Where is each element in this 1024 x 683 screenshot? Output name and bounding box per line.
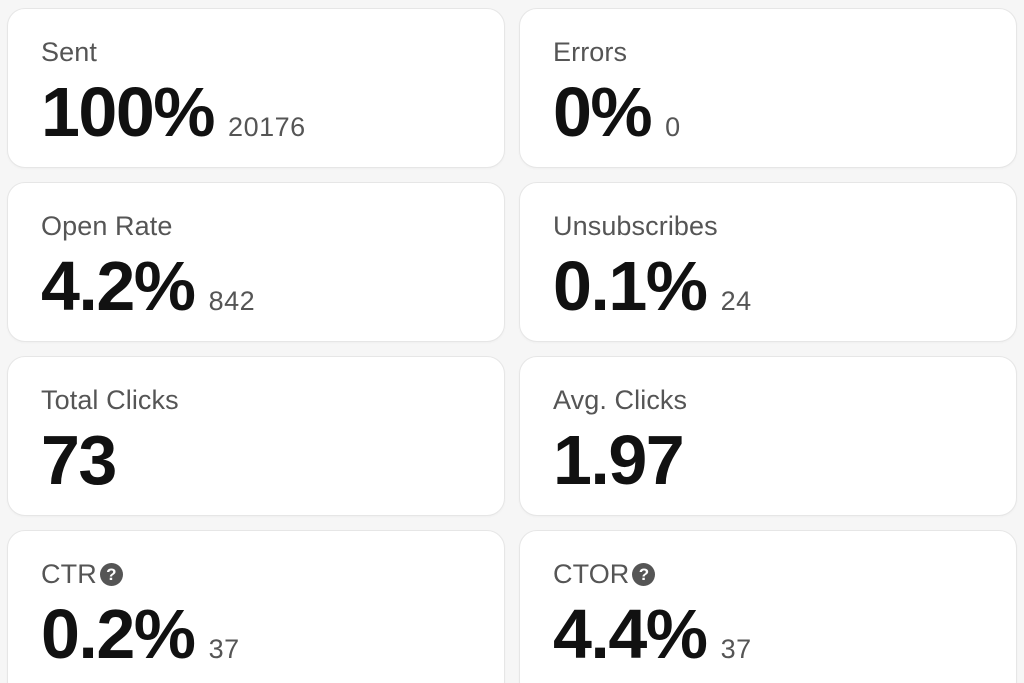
metric-value-row: 4.2% 842 — [41, 251, 255, 321]
metric-value-row: 4.4% 37 — [553, 599, 752, 669]
metric-value-row: 0.1% 24 — [553, 251, 752, 321]
metric-label: CTR — [41, 559, 97, 589]
metric-label-row: Open Rate — [41, 209, 172, 243]
metric-count: 842 — [208, 286, 256, 316]
metric-label-row: Unsubscribes — [553, 209, 718, 243]
metric-count: 37 — [208, 634, 240, 664]
metric-value: 0.2% — [41, 595, 196, 673]
help-question-icon[interactable]: ? — [99, 562, 123, 586]
metric-label: Unsubscribes — [553, 211, 718, 241]
metric-label-row: Sent — [41, 35, 97, 69]
metric-value-row: 1.97 — [553, 421, 685, 499]
metric-value: 1.97 — [553, 421, 685, 499]
metric-label: Avg. Clicks — [553, 385, 688, 415]
metric-label: Errors — [553, 37, 628, 67]
metric-count: 0 — [665, 112, 681, 142]
metric-label: CTOR — [553, 559, 630, 589]
metric-label-row: CTOR ? — [553, 557, 656, 591]
metric-value-row: 73 — [41, 421, 117, 499]
metric-value-row: 0% 0 — [553, 77, 681, 147]
metric-value: 100% — [41, 73, 216, 151]
metric-label: Sent — [41, 37, 97, 67]
metric-value-row: 100% 20176 — [41, 77, 306, 147]
metric-label: Open Rate — [41, 211, 173, 241]
metric-card-total-clicks: Total Clicks 73 — [7, 356, 505, 516]
metric-card-errors: Errors 0% 0 — [519, 8, 1017, 168]
metric-label-row: Total Clicks — [41, 383, 179, 417]
metric-value: 73 — [41, 421, 117, 499]
metric-count: 24 — [720, 286, 752, 316]
metric-label-row: CTR ? — [41, 557, 123, 591]
metric-value: 4.2% — [41, 247, 196, 325]
metric-value: 0.1% — [553, 247, 708, 325]
metric-value: 4.4% — [553, 595, 708, 673]
metric-count: 20176 — [228, 112, 306, 142]
metric-card-ctor: CTOR ? 4.4% 37 — [519, 530, 1017, 683]
metric-card-open-rate: Open Rate 4.2% 842 — [7, 182, 505, 342]
metric-card-avg-clicks: Avg. Clicks 1.97 — [519, 356, 1017, 516]
metric-label-row: Avg. Clicks — [553, 383, 687, 417]
metric-card-sent: Sent 100% 20176 — [7, 8, 505, 168]
metric-label: Total Clicks — [41, 385, 179, 415]
metric-value-row: 0.2% 37 — [41, 599, 240, 669]
help-question-icon[interactable]: ? — [632, 562, 656, 586]
metric-value: 0% — [553, 73, 653, 151]
metric-card-unsubscribes: Unsubscribes 0.1% 24 — [519, 182, 1017, 342]
metric-count: 37 — [720, 634, 752, 664]
metric-card-ctr: CTR ? 0.2% 37 — [7, 530, 505, 683]
metric-label-row: Errors — [553, 35, 627, 69]
